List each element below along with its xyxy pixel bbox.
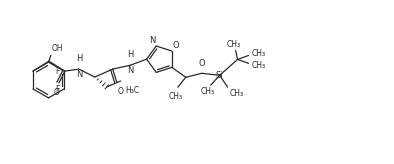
Text: O: O [173, 41, 179, 50]
Text: H₃C: H₃C [126, 86, 140, 95]
Text: H: H [76, 54, 82, 63]
Text: F: F [56, 67, 60, 76]
Text: OH: OH [52, 44, 63, 53]
Text: O: O [199, 59, 205, 68]
Text: O: O [118, 87, 124, 96]
Text: CH₃: CH₃ [201, 87, 215, 96]
Text: CH₃: CH₃ [230, 89, 244, 98]
Text: F: F [56, 85, 60, 94]
Text: N: N [127, 66, 134, 75]
Text: Si: Si [216, 71, 223, 80]
Text: O: O [54, 88, 60, 97]
Text: H: H [127, 50, 134, 59]
Text: CH₃: CH₃ [251, 61, 266, 70]
Text: N: N [149, 36, 155, 45]
Text: CH₃: CH₃ [227, 40, 241, 49]
Text: CH₃: CH₃ [169, 92, 183, 101]
Text: N: N [76, 70, 82, 79]
Text: CH₃: CH₃ [251, 49, 266, 58]
